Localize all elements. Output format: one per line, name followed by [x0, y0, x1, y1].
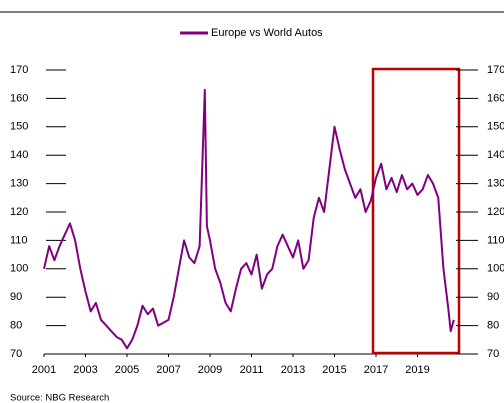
- highlight-box: [371, 67, 461, 355]
- y2-tick-label: 100: [487, 263, 504, 275]
- x-tick-label: 2009: [198, 364, 222, 376]
- y-tick-label: 100: [10, 263, 28, 275]
- x-tick-label: 2015: [322, 364, 346, 376]
- y-tick-label: 120: [10, 206, 28, 218]
- y2-tick-label: 90: [487, 291, 499, 303]
- x-tick-label: 2011: [240, 364, 264, 376]
- source-note: Source: NBG Research: [10, 393, 109, 403]
- y-tick-label: 110: [10, 234, 28, 246]
- y2-tick-label: 70: [487, 348, 499, 360]
- series-line: [43, 88, 455, 350]
- legend-label: Europe vs World Autos: [211, 27, 323, 39]
- y-tick-label: 130: [10, 178, 28, 190]
- y-tick-label: 160: [10, 92, 28, 104]
- y2-tick-label: 120: [487, 206, 504, 218]
- y2-tick-label: 150: [487, 121, 504, 133]
- x-tick-label: 2017: [364, 364, 388, 376]
- y-tick-label: 90: [10, 291, 22, 303]
- x-tick-label: 2007: [156, 364, 180, 376]
- x-tick-label: 2019: [405, 364, 429, 376]
- x-tick-label: 2005: [115, 364, 139, 376]
- y-tick-label: 70: [10, 348, 22, 360]
- y-tick-label: 80: [10, 320, 22, 332]
- y2-tick-label: 130: [487, 178, 504, 190]
- y-tick-label: 150: [10, 121, 28, 133]
- y2-tick-label: 80: [487, 320, 499, 332]
- y-tick-label: 140: [10, 149, 28, 161]
- x-tick-label: 2013: [281, 364, 305, 376]
- y2-tick-label: 140: [487, 149, 504, 161]
- x-tick-label: 2003: [73, 364, 97, 376]
- y2-tick-label: 110: [487, 234, 504, 246]
- x-tick-label: 2001: [32, 364, 56, 376]
- y-tick-label: 170: [10, 64, 28, 76]
- y2-tick-label: 170: [487, 64, 504, 76]
- y2-tick-label: 160: [487, 92, 504, 104]
